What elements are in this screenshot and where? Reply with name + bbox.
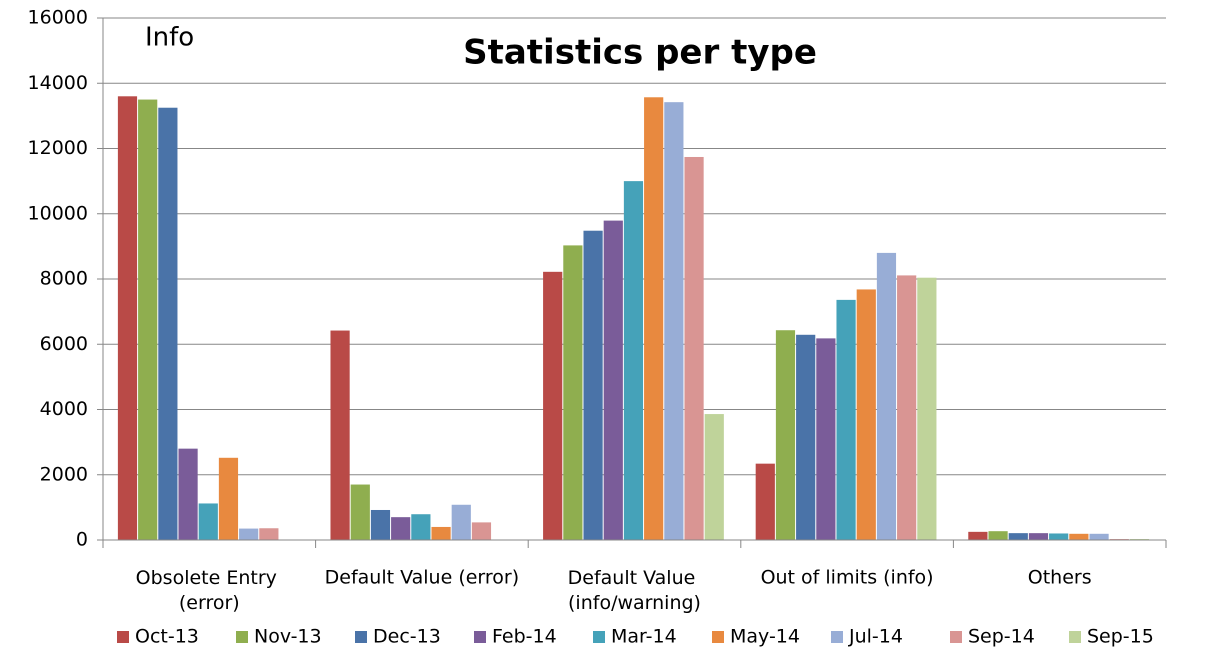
x-tick-label: Default Value (info/warning) [568, 567, 702, 614]
bar [876, 252, 897, 540]
y-tick-label: 10000 [28, 202, 88, 224]
bar [350, 484, 370, 540]
bar [968, 531, 988, 540]
legend-swatch [950, 631, 962, 643]
y-tick-label: 6000 [40, 333, 88, 355]
bar [471, 522, 492, 540]
y-tick-label: 4000 [40, 398, 88, 420]
bar [391, 517, 411, 540]
bar [411, 514, 431, 540]
bar [988, 531, 1008, 540]
bar [178, 448, 198, 540]
x-tick-label: Default Value (error) [325, 567, 520, 589]
bar [259, 528, 279, 540]
y-tick-label: 2000 [40, 463, 88, 485]
y-tick-label: 8000 [40, 268, 88, 290]
bar [897, 275, 917, 540]
bar [917, 277, 937, 540]
bar [583, 230, 603, 540]
bar [451, 504, 471, 540]
bar [775, 330, 796, 540]
bar [1049, 533, 1069, 540]
legend-label: Nov-13 [254, 626, 322, 648]
bar [704, 414, 724, 540]
legend-swatch [117, 631, 129, 643]
legend-swatch [593, 631, 605, 643]
bar [218, 457, 239, 540]
y-tick-label: 16000 [28, 7, 88, 29]
annotation: Info [145, 23, 194, 53]
bar [1008, 533, 1028, 540]
bar [1089, 533, 1109, 540]
legend-label: Oct-13 [135, 626, 199, 648]
bar [664, 102, 684, 541]
bar [796, 334, 816, 540]
bar [856, 289, 876, 540]
bar [370, 509, 391, 540]
x-tick-label: Obsolete Entry (error) [136, 567, 283, 614]
bar [623, 181, 644, 540]
bar [117, 96, 138, 541]
bar [330, 330, 350, 540]
legend-swatch [1069, 631, 1081, 643]
bar [563, 245, 583, 541]
legend-swatch [355, 631, 367, 643]
bar [816, 338, 836, 540]
legend-label: Dec-13 [373, 626, 441, 648]
bar [755, 463, 775, 540]
legend-label: Feb-14 [492, 626, 557, 648]
bar [603, 220, 623, 540]
bar [644, 97, 664, 540]
legend-swatch [474, 631, 486, 643]
chart-title: Statistics per type [463, 33, 817, 73]
x-tick-label: Others [1028, 567, 1092, 589]
bar [836, 299, 856, 540]
y-tick-label: 0 [76, 529, 88, 551]
legend-label: Mar-14 [611, 626, 677, 648]
y-tick-label: 14000 [28, 72, 88, 94]
legend-label: Sep-14 [968, 626, 1035, 648]
bar [684, 156, 704, 541]
bar [1069, 533, 1089, 540]
bar [1028, 533, 1049, 540]
legend-swatch [831, 631, 843, 643]
bar [239, 528, 259, 540]
legend-swatch [236, 631, 248, 643]
bar [543, 271, 563, 540]
legend-label: Jul-14 [848, 626, 903, 648]
legend-label: Sep-15 [1087, 626, 1154, 648]
bar [198, 503, 218, 540]
x-tick-label: Out of limits (info) [761, 567, 934, 589]
legend-swatch [712, 631, 724, 643]
bar [138, 99, 158, 540]
bar [431, 526, 451, 540]
legend-label: May-14 [730, 626, 800, 648]
y-tick-label: 12000 [28, 137, 88, 159]
bar [158, 107, 178, 540]
